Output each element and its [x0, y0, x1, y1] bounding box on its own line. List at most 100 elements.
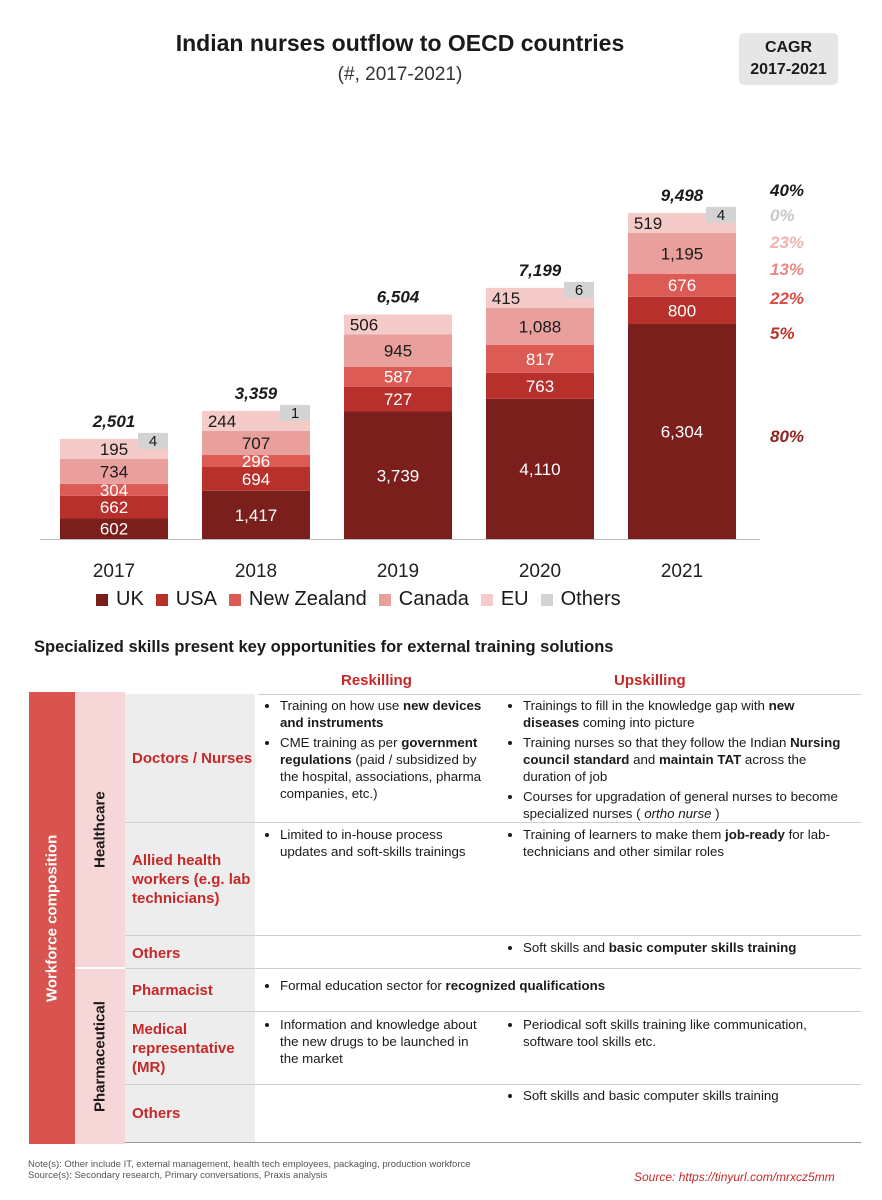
legend-label: New Zealand	[248, 588, 367, 610]
section-title: Specialized skills present key opportuni…	[34, 638, 614, 656]
bullet-item: Limited to in-house process updates and …	[280, 826, 490, 860]
total-label-2017: 2,501	[92, 412, 136, 431]
healthcare-label: Healthcare	[91, 791, 109, 868]
text-bold: new devices and instruments	[280, 698, 482, 730]
bar-usa-2021	[628, 296, 736, 325]
text-bold: basic computer skills training	[608, 940, 797, 955]
label-canada-2021: 1,195	[661, 244, 704, 263]
label-uk-2020: 4,110	[519, 460, 560, 479]
bullet-item: Courses for upgradation of general nurse…	[523, 788, 850, 822]
row-label-mr: Medical representative (MR)	[125, 1012, 255, 1084]
label-others-2020: 6	[575, 282, 583, 299]
label-uk-2017: 602	[100, 520, 128, 539]
bullet-item: Information and knowledge about the new …	[280, 1016, 477, 1067]
cagr-header-line2: 2017-2021	[750, 61, 827, 78]
text: Training of learners to make them	[523, 827, 726, 842]
text: for lab-technicians and other similar ro…	[523, 827, 830, 859]
bar-new-zealand-2017	[60, 483, 168, 496]
bar-new-zealand-2021	[628, 273, 736, 297]
bar-usa-2020	[486, 372, 594, 399]
x-tick-2020: 2020	[519, 561, 561, 582]
text-bold: government regulations	[280, 735, 478, 767]
bar-uk-2020	[486, 398, 594, 539]
label-eu-2017: 195	[100, 440, 128, 459]
text: and	[629, 752, 659, 767]
total-label-2020: 7,199	[519, 261, 562, 280]
legend-swatch	[96, 593, 108, 606]
row-divider	[125, 1084, 861, 1085]
legend-swatch	[155, 593, 168, 606]
legend-item-usa: USA	[155, 588, 217, 611]
label-others-2021: 4	[717, 207, 725, 224]
text-bold: new diseases	[523, 698, 795, 730]
label-others-2018: 1	[291, 405, 299, 422]
source-link[interactable]: Source: https://tinyurl.com/mrxcz5mm	[634, 1170, 835, 1184]
text: CME training as per	[280, 735, 402, 750]
bar-uk-2017	[60, 518, 168, 539]
text-italic: ortho nurse	[644, 806, 712, 821]
legend-label: EU	[500, 588, 529, 610]
cagr-others: 0%	[770, 206, 795, 225]
cell-hc-others-upskilling: Soft skills and basic computer skills tr…	[505, 939, 850, 959]
label-eu-2021: 519	[634, 214, 662, 233]
text: coming into picture	[579, 715, 695, 730]
label-usa-2019: 727	[384, 390, 412, 409]
bar-usa-2018	[202, 467, 310, 491]
text: Training nurses so that they follow the …	[523, 735, 791, 750]
text: )	[711, 806, 720, 821]
text: Training on how use	[280, 698, 403, 713]
text: Soft skills and	[523, 940, 609, 955]
table-bottom-line	[125, 1142, 861, 1143]
cell-mr-upskilling: Periodical soft skills training like com…	[505, 1016, 850, 1053]
bullet-item: Training nurses so that they follow the …	[523, 734, 850, 785]
x-tick-2017: 2017	[93, 561, 135, 582]
label-canada-2020: 1,088	[519, 317, 562, 336]
bar-canada-2019	[344, 334, 452, 367]
chart-title: Indian nurses outflow to OECD countries	[175, 30, 625, 56]
text-bold: maintain TAT	[658, 752, 742, 767]
bullet-item: Training on how use new devices and inst…	[280, 697, 490, 731]
cagr-canada: 13%	[770, 260, 804, 279]
bullet-item: Formal education sector for recognized q…	[280, 977, 842, 994]
workforce-band	[29, 692, 75, 1144]
label-canada-2017: 734	[100, 462, 128, 481]
label-canada-2019: 945	[384, 342, 412, 361]
text: (paid / subsidized by the hospital, asso…	[280, 752, 482, 801]
legend-item-uk: UK	[96, 588, 144, 611]
text-bold: recognized qualifications	[445, 978, 606, 993]
text: Formal education sector for	[280, 978, 446, 993]
bullet-item: Trainings to fill in the knowledge gap w…	[523, 697, 850, 731]
cagr-usa: 5%	[770, 324, 795, 343]
workforce-label: Workforce composition	[29, 692, 75, 1144]
header-divider	[258, 694, 861, 695]
bar-uk-2018	[202, 490, 310, 539]
source-line: Source(s): Secondary research, Primary c…	[28, 1170, 328, 1181]
bar-usa-2019	[344, 386, 452, 412]
footnote: Note(s): Other include IT, external mana…	[28, 1159, 471, 1181]
legend-item-others: Others	[540, 588, 621, 611]
legend-swatch	[480, 593, 493, 606]
legend-swatch	[228, 593, 241, 606]
bar-canada-2017	[60, 458, 168, 484]
cagr-eu: 23%	[769, 233, 804, 252]
label-new-zealand-2021: 676	[668, 276, 696, 295]
label-eu-2018: 244	[208, 412, 236, 431]
cell-doctors-upskilling: Trainings to fill in the knowledge gap w…	[505, 697, 850, 825]
total-label-2019: 6,504	[377, 287, 420, 306]
row-divider	[125, 968, 861, 969]
label-others-2017: 4	[149, 433, 157, 450]
pharmaceutical-band: Pharmaceutical	[75, 969, 125, 1144]
cagr-uk: 80%	[770, 427, 804, 446]
bar-others-2021	[706, 206, 736, 223]
pharmaceutical-label: Pharmaceutical	[91, 1001, 109, 1112]
x-tick-2019: 2019	[377, 561, 419, 582]
chart-legend: UK USA New Zealand Canada EU Others	[96, 588, 633, 611]
x-tick-2018: 2018	[235, 561, 277, 582]
bar-new-zealand-2018	[202, 455, 310, 468]
row-divider	[125, 822, 861, 823]
row-divider	[125, 1011, 861, 1012]
cell-allied-upskilling: Training of learners to make them job-re…	[505, 826, 850, 863]
cell-ph-others-upskilling: Soft skills and basic computer skills tr…	[505, 1087, 850, 1107]
bullet-item: Soft skills and basic computer skills tr…	[523, 1087, 850, 1104]
